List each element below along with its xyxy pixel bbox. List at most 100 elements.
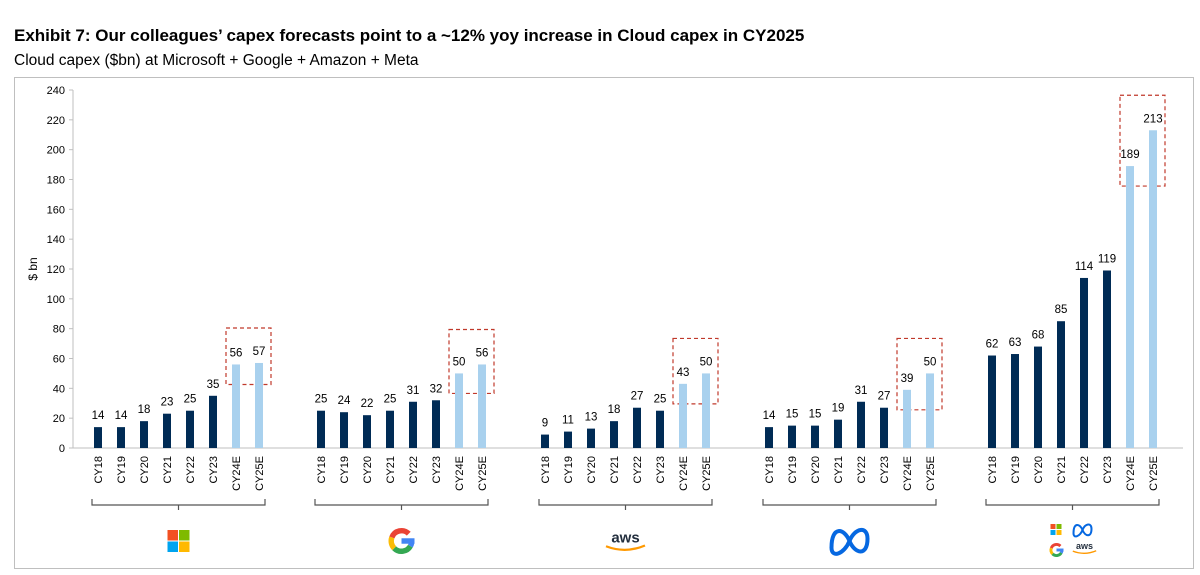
bar-cy19 xyxy=(117,427,125,448)
cloud-capex-chart: 0 20 40 60 80 100 120 140 160 180 200 220 240 $ bn 14 C… xyxy=(26,85,1183,557)
y-tick-label: 240 xyxy=(47,85,65,97)
data-label: 50 xyxy=(453,356,466,368)
data-label: 25 xyxy=(654,394,667,406)
bar-cy21 xyxy=(163,413,171,448)
data-label: 56 xyxy=(230,347,243,359)
data-label: 11 xyxy=(562,415,574,427)
category-label: CY18 xyxy=(540,456,552,484)
y-tick-label: 100 xyxy=(47,294,65,306)
category-label: CY20 xyxy=(362,456,374,484)
y-tick-label: 120 xyxy=(47,264,65,276)
data-label: 19 xyxy=(832,403,845,415)
category-label: CY18 xyxy=(987,456,999,484)
data-label: 39 xyxy=(901,373,914,385)
bar-cy25e xyxy=(255,362,263,448)
bar-cy21 xyxy=(386,410,394,448)
bar-cy20 xyxy=(587,428,595,448)
category-label: CY23 xyxy=(1102,456,1114,484)
category-label: CY19 xyxy=(1010,456,1022,484)
category-label: CY25E xyxy=(254,456,266,491)
y-tick-label: 80 xyxy=(53,324,65,336)
aws-logo-text: aws xyxy=(1076,541,1093,551)
category-label: CY22 xyxy=(632,456,644,484)
bar-cy18 xyxy=(317,410,325,448)
y-tick-label: 180 xyxy=(47,175,65,187)
google-logo-icon xyxy=(388,528,415,554)
category-label: CY19 xyxy=(339,456,351,484)
category-label: CY19 xyxy=(787,456,799,484)
meta-logo-icon xyxy=(1072,523,1093,538)
estimate-highlight-box xyxy=(1119,94,1166,187)
title-area: Exhibit 7: Our colleagues’ capex forecas… xyxy=(14,4,1194,76)
y-tick-label: 40 xyxy=(53,383,65,395)
bar-cy23 xyxy=(209,395,217,448)
bar-cy20 xyxy=(363,415,371,448)
data-label: 31 xyxy=(407,385,420,397)
y-tick-label: 60 xyxy=(53,354,65,366)
data-label: 25 xyxy=(384,394,397,406)
category-label: CY25E xyxy=(701,456,713,491)
category-label: CY20 xyxy=(586,456,598,484)
data-label: 50 xyxy=(700,356,713,368)
data-label: 25 xyxy=(184,394,197,406)
group-bracket xyxy=(762,499,937,506)
bar-cy24e xyxy=(903,389,911,448)
bar-cy18 xyxy=(94,427,102,448)
category-label: CY22 xyxy=(856,456,868,484)
category-label: CY23 xyxy=(431,456,443,484)
bar-cy24e xyxy=(679,383,687,448)
bar-cy24e xyxy=(1126,166,1134,448)
category-label: CY20 xyxy=(810,456,822,484)
y-tick-label: 140 xyxy=(47,234,65,246)
data-label: 68 xyxy=(1032,330,1045,342)
bar-cy20 xyxy=(140,421,148,448)
data-label: 14 xyxy=(115,410,128,422)
data-label: 22 xyxy=(361,398,374,410)
bar-cy18 xyxy=(765,427,773,448)
bar-cy25e xyxy=(702,373,710,448)
y-tick-label: 0 xyxy=(59,443,65,455)
category-label: CY21 xyxy=(609,456,621,484)
bar-cy23 xyxy=(656,410,664,448)
microsoft-logo-icon xyxy=(1050,524,1062,535)
data-label: 13 xyxy=(585,412,598,424)
data-label: 213 xyxy=(1143,113,1162,125)
category-label: CY24E xyxy=(1125,456,1137,491)
data-label: 25 xyxy=(315,394,328,406)
data-label: 14 xyxy=(763,410,776,422)
data-label: 27 xyxy=(878,391,891,403)
category-label: CY21 xyxy=(385,456,397,484)
chart-frame: 0 20 40 60 80 100 120 140 160 180 200 220 240 $ bn 14 C… xyxy=(14,77,1194,569)
category-label: CY22 xyxy=(185,456,197,484)
google-logo-icon xyxy=(1049,543,1064,557)
data-label: 35 xyxy=(207,379,220,391)
data-label: 31 xyxy=(855,385,868,397)
category-label: CY18 xyxy=(316,456,328,484)
bar-cy22 xyxy=(186,410,194,448)
y-tick-label: 160 xyxy=(47,204,65,216)
bar-cy19 xyxy=(1011,354,1019,448)
data-label: 85 xyxy=(1055,304,1068,316)
exhibit-subtitle: Cloud capex ($bn) at Microsoft + Google … xyxy=(14,52,419,69)
bar-cy25e xyxy=(478,364,486,448)
category-label: CY25E xyxy=(1148,456,1160,491)
bar-cy19 xyxy=(564,431,572,448)
bar-cy20 xyxy=(811,425,819,448)
bar-cy22 xyxy=(857,401,865,448)
category-label: CY19 xyxy=(116,456,128,484)
category-label: CY25E xyxy=(477,456,489,491)
bar-cy24e xyxy=(455,373,463,448)
data-label: 63 xyxy=(1009,337,1022,349)
bar-cy22 xyxy=(409,401,417,448)
category-label: CY18 xyxy=(764,456,776,484)
group-bracket xyxy=(91,499,266,506)
data-label: 9 xyxy=(542,418,548,430)
data-label: 56 xyxy=(476,347,489,359)
category-label: CY20 xyxy=(139,456,151,484)
data-label: 24 xyxy=(338,395,351,407)
data-label: 23 xyxy=(161,397,174,409)
data-label: 27 xyxy=(631,391,644,403)
category-label: CY24E xyxy=(454,456,466,491)
y-tick-label: 20 xyxy=(53,413,65,425)
bar-cy19 xyxy=(788,425,796,448)
